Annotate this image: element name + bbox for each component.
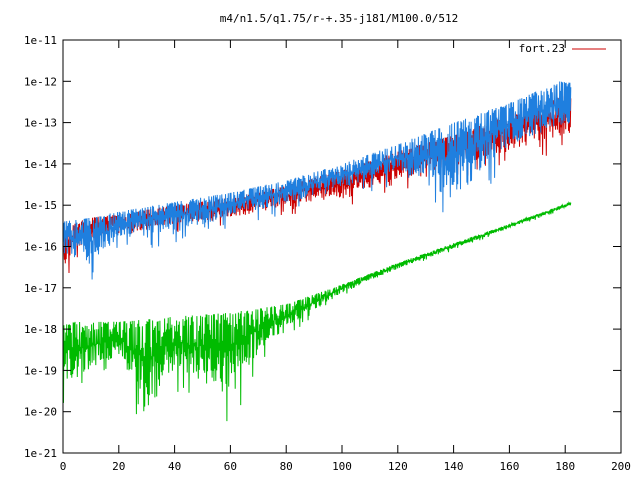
x-tick-label: 160	[499, 460, 519, 473]
y-tick-label: 1e-18	[24, 323, 57, 336]
y-tick-label: 1e-11	[24, 34, 57, 47]
series-line	[62, 81, 572, 280]
y-tick-label: 1e-12	[24, 75, 57, 88]
x-tick-label: 40	[168, 460, 181, 473]
series-layer	[62, 81, 572, 422]
x-tick-label: 200	[611, 460, 631, 473]
plot-frame	[62, 39, 622, 454]
x-tick-label: 140	[444, 460, 464, 473]
x-tick-label: 80	[280, 460, 293, 473]
y-tick-label: 1e-14	[24, 158, 57, 171]
chart-title: m4/n1.5/q1.75/r-+.35-j181/M100.0/512	[220, 12, 458, 25]
y-tick-label: 1e-13	[24, 117, 57, 130]
y-tick-label: 1e-17	[24, 282, 57, 295]
y-tick-label: 1e-20	[24, 406, 57, 419]
legend-label: fort.23	[519, 42, 565, 55]
y-tick-label: 1e-16	[24, 241, 57, 254]
x-tick-label: 60	[224, 460, 237, 473]
y-tick-label: 1e-15	[24, 199, 57, 212]
series-line	[62, 201, 572, 422]
y-tick-label: 1e-19	[24, 364, 57, 377]
y-tick-label: 1e-21	[24, 447, 57, 460]
x-tick-label: 100	[332, 460, 352, 473]
x-tick-label: 20	[112, 460, 125, 473]
axes-layer: 1e-21 1e-20 1e-19 1e-18 1e-17 1e-16 1e-15 1e-14…	[24, 34, 631, 473]
x-tick-label: 120	[388, 460, 408, 473]
x-tick-label: 0	[60, 460, 67, 473]
legend: fort.23	[519, 42, 606, 55]
x-tick-label: 180	[555, 460, 575, 473]
